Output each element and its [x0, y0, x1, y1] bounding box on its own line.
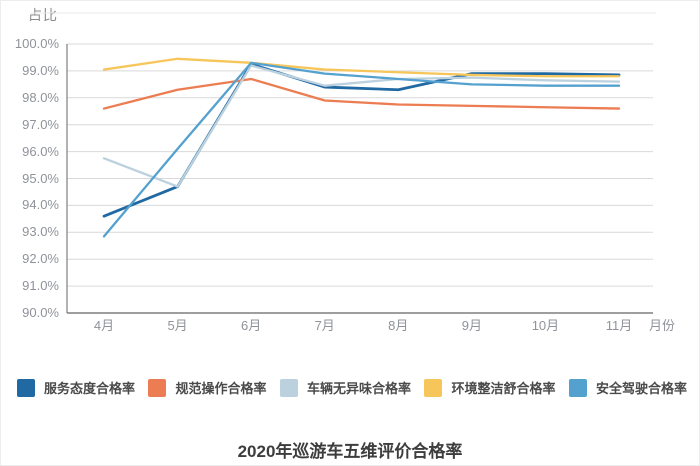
legend-item-vehicle-no-odor: 车辆无异味合格率: [279, 378, 411, 397]
chart-title: 2020年巡游车五维评价合格率: [237, 442, 463, 461]
legend-label-service-attitude: 服务态度合格率: [44, 381, 136, 396]
legend-label-vehicle-no-odor: 车辆无异味合格率: [306, 381, 411, 396]
y-axis-title: 占比: [28, 7, 58, 23]
legend-swatch-standard-operation: [148, 378, 167, 397]
legend-label-environment-clean: 环境整洁舒合格率: [451, 381, 556, 396]
legend-swatch-service-attitude: [17, 378, 35, 397]
legend-item-standard-operation: 规范操作合格率: [148, 378, 267, 397]
legend-label-safe-driving: 安全驾驶合格率: [595, 381, 687, 396]
series-line-3: [102, 57, 621, 78]
legend-swatch-safe-driving: [568, 378, 587, 397]
line-chart-plot: [31, 12, 656, 314]
legend-item-service-attitude: 服务态度合格率: [17, 378, 135, 397]
series-line-2: [102, 64, 621, 188]
series-line-4: [102, 61, 621, 238]
legend-label-standard-operation: 规范操作合格率: [175, 381, 267, 396]
legend-item-safe-driving: 安全驾驶合格率: [568, 378, 687, 397]
series-line-1: [102, 77, 621, 110]
legend-swatch-environment-clean: [424, 378, 443, 397]
legend-item-environment-clean: 环境整洁舒合格率: [424, 378, 555, 397]
x-axis-title: 月份: [649, 318, 676, 333]
series-line-0: [102, 62, 621, 218]
legend-swatch-vehicle-no-odor: [279, 378, 298, 397]
chart-legend: 服务态度合格率 规范操作合格率 车辆无异味合格率 环境整洁舒合格率 安全驾驶合格…: [17, 378, 687, 397]
